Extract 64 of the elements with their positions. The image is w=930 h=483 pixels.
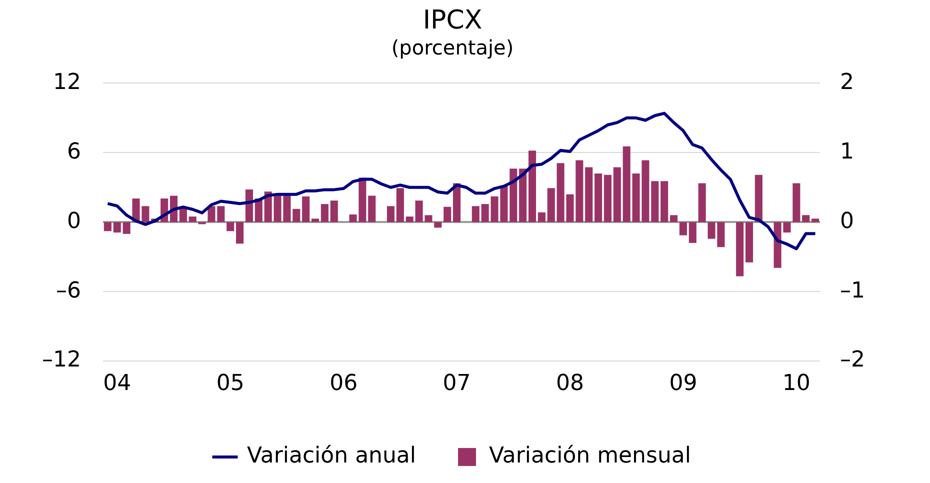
bar <box>236 222 244 244</box>
bar <box>188 216 196 222</box>
y2-tick-label: –1 <box>840 278 866 304</box>
bar <box>812 218 820 222</box>
bar <box>368 196 376 222</box>
y2-tick-label: 1 <box>840 139 854 164</box>
y-tick-label: –6 <box>56 278 81 304</box>
bar <box>688 222 696 243</box>
x-tick-label: 10 <box>782 370 810 396</box>
bar <box>792 183 800 222</box>
bar <box>698 183 706 222</box>
bar <box>736 222 744 276</box>
chart-subtitle: (porcentaje) <box>391 35 514 60</box>
chart-title: IPCX <box>422 5 482 36</box>
bar <box>226 222 234 232</box>
bar <box>594 173 602 222</box>
bar <box>453 183 461 222</box>
bar <box>651 181 659 222</box>
bar <box>245 189 253 222</box>
y2-tick-label: –2 <box>840 348 866 373</box>
bar <box>622 146 630 222</box>
bar <box>510 168 518 222</box>
x-tick-label: 07 <box>442 370 471 396</box>
bar <box>122 222 130 234</box>
bar <box>802 215 810 222</box>
bar <box>660 181 668 222</box>
y2-tick-label: 0 <box>840 208 854 234</box>
bar <box>519 168 527 222</box>
x-tick-label: 04 <box>103 370 132 396</box>
bar <box>745 222 754 262</box>
bar <box>104 222 112 232</box>
y-tick-label: –12 <box>42 348 81 373</box>
bar <box>406 216 414 222</box>
bar <box>330 200 338 222</box>
bar <box>292 208 300 222</box>
bar <box>179 208 187 222</box>
bar <box>613 167 621 222</box>
legend-label: Variación anual <box>247 444 416 469</box>
bar <box>547 188 555 222</box>
bar <box>754 174 762 222</box>
bar <box>528 150 536 222</box>
y-tick-label: 0 <box>66 208 81 234</box>
bar <box>320 204 328 222</box>
bar <box>472 206 480 222</box>
x-tick-label: 05 <box>216 370 244 396</box>
bar <box>585 167 593 222</box>
bar <box>396 188 404 222</box>
y-tick-label: 12 <box>52 70 81 95</box>
legend-label: Variación mensual <box>489 444 692 469</box>
x-tick-label: 08 <box>556 370 584 396</box>
bar <box>113 222 121 233</box>
bar <box>386 206 395 222</box>
bar <box>311 218 320 222</box>
y-tick-label: 6 <box>66 139 81 164</box>
bar <box>670 215 678 222</box>
x-tick-label: 09 <box>669 370 698 396</box>
y2-tick-label: 2 <box>840 70 854 95</box>
bar <box>604 174 612 222</box>
x-tick-label: 06 <box>330 370 358 396</box>
bar <box>302 196 310 222</box>
bar <box>444 206 452 222</box>
bar <box>434 222 442 228</box>
bar <box>679 222 687 236</box>
bar <box>538 212 546 222</box>
